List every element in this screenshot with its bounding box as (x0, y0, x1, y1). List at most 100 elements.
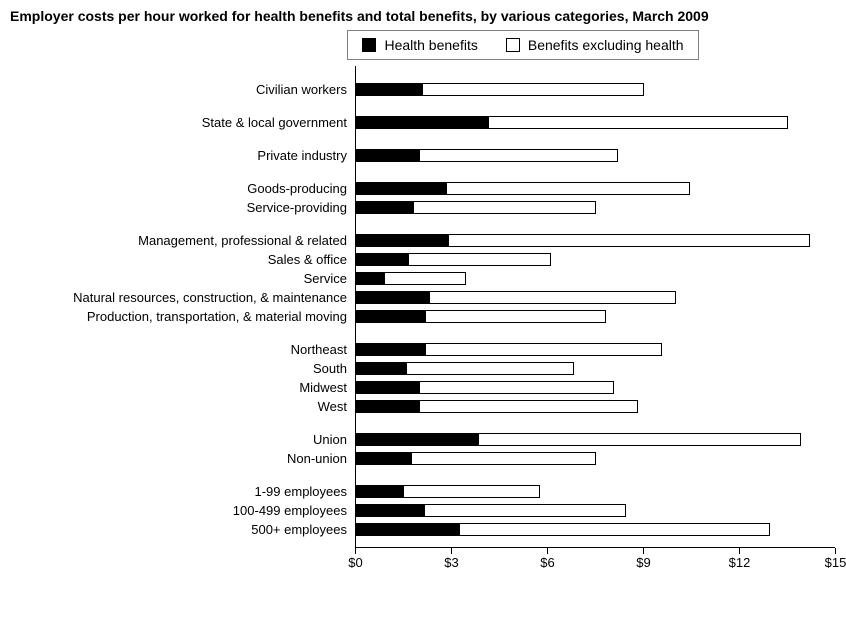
bar-segment-health (356, 381, 420, 394)
bar-segment-excl (425, 504, 627, 517)
bar-row (356, 430, 835, 449)
bar-row (356, 250, 835, 269)
x-tick-label: $0 (348, 555, 362, 570)
bar-segment-health (356, 452, 412, 465)
bar-segment-health (356, 182, 447, 195)
bar-row (356, 198, 835, 217)
legend-container: Health benefits Benefits excluding healt… (10, 30, 836, 60)
bar-row (356, 520, 835, 539)
bar-row (356, 482, 835, 501)
bar-row (356, 378, 835, 397)
bar-segment-excl (426, 310, 605, 323)
category-label: Service-providing (10, 201, 355, 214)
category-label: Midwest (10, 381, 355, 394)
bar-segment-excl (412, 452, 596, 465)
x-tick-label: $3 (444, 555, 458, 570)
x-tick: $6 (547, 548, 548, 554)
x-axis: $0 $3 $6 $9 $12 $15 (355, 547, 835, 581)
bar-row (356, 231, 835, 250)
bar-segment-health (356, 523, 460, 536)
bar-segment-excl (449, 234, 811, 247)
plot-area (355, 66, 835, 547)
bar-segment-excl (407, 362, 573, 375)
category-label: Management, professional & related (10, 234, 355, 247)
category-label: West (10, 400, 355, 413)
bar-segment-health (356, 83, 423, 96)
bar-row (356, 288, 835, 307)
x-tick-label: $12 (729, 555, 751, 570)
bar-segment-health (356, 400, 420, 413)
category-label: Sales & office (10, 253, 355, 266)
bar-segment-excl (409, 253, 551, 266)
legend-swatch-excl (506, 38, 520, 52)
x-tick-label: $9 (636, 555, 650, 570)
category-label: 100-499 employees (10, 504, 355, 517)
bar-segment-excl (420, 381, 614, 394)
category-label: Production, transportation, & material m… (10, 310, 355, 323)
category-label: South (10, 362, 355, 375)
chart: Civilian workers State & local government… (10, 66, 835, 581)
x-tick: $3 (451, 548, 452, 554)
bar-segment-excl (423, 83, 644, 96)
y-axis-labels: Civilian workers State & local government… (10, 66, 355, 547)
bar-segment-excl (385, 272, 467, 285)
bar-row (356, 449, 835, 468)
bar-segment-excl (404, 485, 540, 498)
bar-segment-health (356, 310, 426, 323)
bar-row (356, 501, 835, 520)
bar-segment-health (356, 149, 420, 162)
bar-segment-health (356, 433, 479, 446)
bar-segment-health (356, 343, 426, 356)
bar-segment-health (356, 485, 404, 498)
x-tick-label: $6 (540, 555, 554, 570)
bar-segment-health (356, 253, 409, 266)
category-label: State & local government (10, 116, 355, 129)
bar-segment-excl (479, 433, 801, 446)
bar-row (356, 113, 835, 132)
bar-segment-excl (460, 523, 770, 536)
bar-segment-excl (447, 182, 690, 195)
category-label: Natural resources, construction, & maint… (10, 291, 355, 304)
bar-segment-excl (489, 116, 788, 129)
legend-label-health: Health benefits (384, 37, 477, 53)
bar-row (356, 146, 835, 165)
bar-row (356, 179, 835, 198)
legend-swatch-health (362, 38, 376, 52)
bar-row (356, 397, 835, 416)
bar-segment-excl (426, 343, 661, 356)
category-label: Goods-producing (10, 182, 355, 195)
chart-title: Employer costs per hour worked for healt… (10, 8, 830, 26)
x-tick: $12 (739, 548, 740, 554)
category-label: Northeast (10, 343, 355, 356)
category-label: Non-union (10, 452, 355, 465)
bar-segment-health (356, 272, 385, 285)
bar-segment-excl (430, 291, 676, 304)
bar-segment-health (356, 362, 407, 375)
bar-row (356, 269, 835, 288)
bar-segment-health (356, 291, 430, 304)
category-label: Civilian workers (10, 83, 355, 96)
x-tick-label: $15 (825, 555, 846, 570)
category-label: 500+ employees (10, 523, 355, 536)
legend-label-excl: Benefits excluding health (528, 37, 684, 53)
bar-segment-health (356, 234, 449, 247)
bar-segment-health (356, 504, 425, 517)
x-tick: $9 (643, 548, 644, 554)
bar-segment-health (356, 201, 414, 214)
bar-segment-excl (414, 201, 596, 214)
category-label: 1-99 employees (10, 485, 355, 498)
x-tick: $0 (355, 548, 356, 554)
category-label: Union (10, 433, 355, 446)
category-label: Service (10, 272, 355, 285)
category-label: Private industry (10, 149, 355, 162)
bar-segment-excl (420, 149, 618, 162)
bar-segment-health (356, 116, 489, 129)
bar-row (356, 80, 835, 99)
bar-row (356, 340, 835, 359)
bar-row (356, 307, 835, 326)
bar-segment-excl (420, 400, 638, 413)
x-tick: $15 (835, 548, 836, 554)
legend-item-health: Health benefits (362, 37, 477, 53)
legend-item-excl: Benefits excluding health (506, 37, 684, 53)
bar-row (356, 359, 835, 378)
